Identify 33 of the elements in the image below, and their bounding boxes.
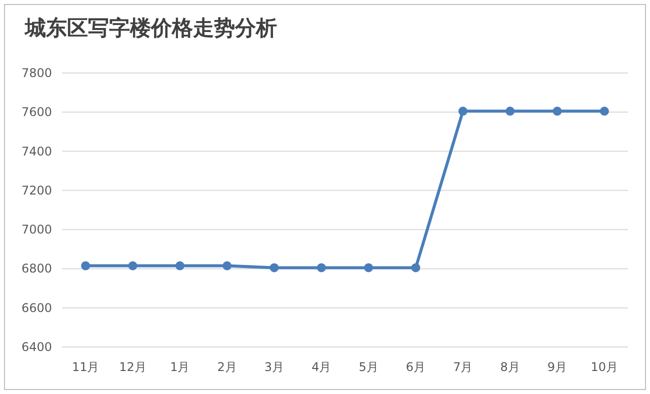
y-tick-label: 6600 (21, 300, 52, 315)
x-tick-label: 10月 (590, 360, 618, 374)
x-tick-label: 6月 (406, 360, 426, 374)
x-tick-label: 9月 (547, 360, 568, 374)
point (316, 263, 326, 272)
point (506, 106, 515, 116)
y-tick-label: 6400 (21, 340, 52, 354)
x-tick-label: 12月 (119, 360, 146, 374)
y-tick-label: 7600 (21, 105, 52, 120)
point (175, 261, 184, 270)
title: 城东区写字楼价格走势分析 (25, 16, 277, 40)
y-tick-label: 6800 (21, 262, 52, 276)
point (600, 106, 609, 116)
x-tick-label: 2月 (217, 360, 237, 374)
x-tick-label: 11月 (72, 360, 100, 374)
point (270, 263, 279, 272)
x-tick-label: 3月 (264, 360, 284, 374)
x-tick-label: 5月 (358, 360, 378, 374)
y-tick-label: 7000 (21, 222, 52, 237)
y-tick-label: 7800 (21, 66, 52, 80)
x-tick-label: 4月 (312, 360, 332, 374)
x-tick-label: 1月 (170, 360, 190, 374)
point (411, 263, 420, 272)
point (81, 261, 90, 270)
point (222, 261, 232, 270)
x-tick-label: 7月 (453, 360, 473, 374)
point (458, 106, 468, 116)
point (128, 261, 138, 270)
point (552, 106, 562, 116)
y-tick-label: 7200 (21, 183, 52, 198)
y-tick-label: 7400 (21, 144, 52, 158)
x-tick-label: 8月 (500, 360, 520, 374)
point (364, 263, 374, 272)
